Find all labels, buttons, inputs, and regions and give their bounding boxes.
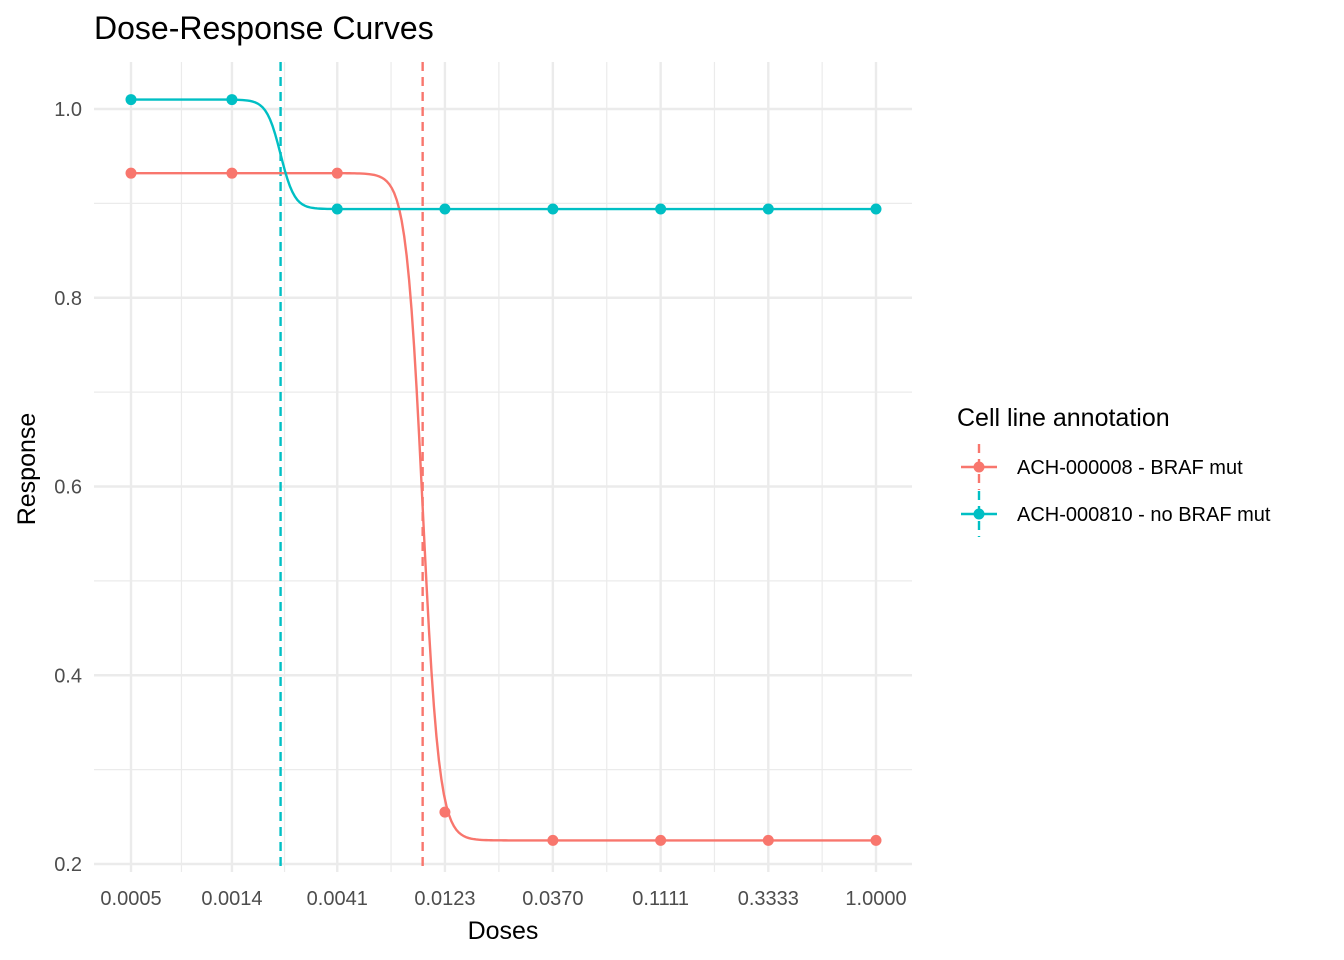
ec50-lines bbox=[279, 62, 424, 872]
grid-lines bbox=[94, 62, 912, 872]
data-point bbox=[226, 167, 238, 179]
legend-key-point bbox=[973, 508, 985, 520]
legend-label: ACH-000810 - no BRAF mut bbox=[1017, 504, 1271, 526]
data-point bbox=[870, 203, 882, 215]
legend: ACH-000008 - BRAF mut ACH-000810 - no BRA… bbox=[961, 444, 1271, 537]
data-point bbox=[439, 203, 451, 215]
series-curve bbox=[131, 98, 876, 211]
x-tick-label: 0.0005 bbox=[100, 888, 161, 910]
data-point bbox=[655, 834, 667, 846]
y-tick-label: 0.4 bbox=[54, 665, 82, 687]
y-axis-title: Response bbox=[13, 413, 41, 526]
y-tick-label: 0.6 bbox=[54, 477, 82, 499]
x-tick-label: 0.0123 bbox=[414, 888, 475, 910]
data-point bbox=[655, 203, 667, 215]
data-point bbox=[331, 167, 343, 179]
x-tick-label: 0.0041 bbox=[307, 888, 368, 910]
series-points bbox=[125, 94, 882, 846]
data-point bbox=[125, 167, 137, 179]
y-tick-label: 0.8 bbox=[54, 288, 82, 310]
data-point bbox=[547, 203, 559, 215]
data-point bbox=[762, 203, 774, 215]
series-curve bbox=[131, 171, 876, 842]
x-tick-label: 0.0370 bbox=[522, 888, 583, 910]
x-tick-label: 0.3333 bbox=[738, 888, 799, 910]
x-tick-label: 0.1111 bbox=[632, 888, 689, 910]
data-point bbox=[331, 203, 343, 215]
data-point bbox=[547, 834, 559, 846]
data-point bbox=[762, 834, 774, 846]
y-tick-label: 0.2 bbox=[54, 854, 82, 876]
data-point bbox=[226, 94, 238, 106]
data-point bbox=[439, 806, 451, 818]
legend-key-point bbox=[973, 461, 985, 473]
x-axis-title: Doses bbox=[468, 917, 539, 945]
legend-title: Cell line annotation bbox=[957, 404, 1170, 432]
data-point bbox=[125, 94, 137, 106]
x-axis-ticks: 0.0005 0.0014 0.0041 0.0123 0.0370 0.1111 0.33… bbox=[100, 888, 906, 910]
x-tick-label: 0.0014 bbox=[201, 888, 262, 910]
y-tick-label: 1.0 bbox=[54, 99, 82, 121]
series-lines bbox=[131, 98, 876, 842]
y-axis-ticks: 0.2 0.4 0.6 0.8 1.0 bbox=[54, 99, 82, 876]
data-point bbox=[870, 834, 882, 846]
legend-label: ACH-000008 - BRAF mut bbox=[1017, 457, 1243, 479]
x-tick-label: 1.0000 bbox=[845, 888, 906, 910]
chart-title: Dose-Response Curves bbox=[94, 10, 434, 46]
